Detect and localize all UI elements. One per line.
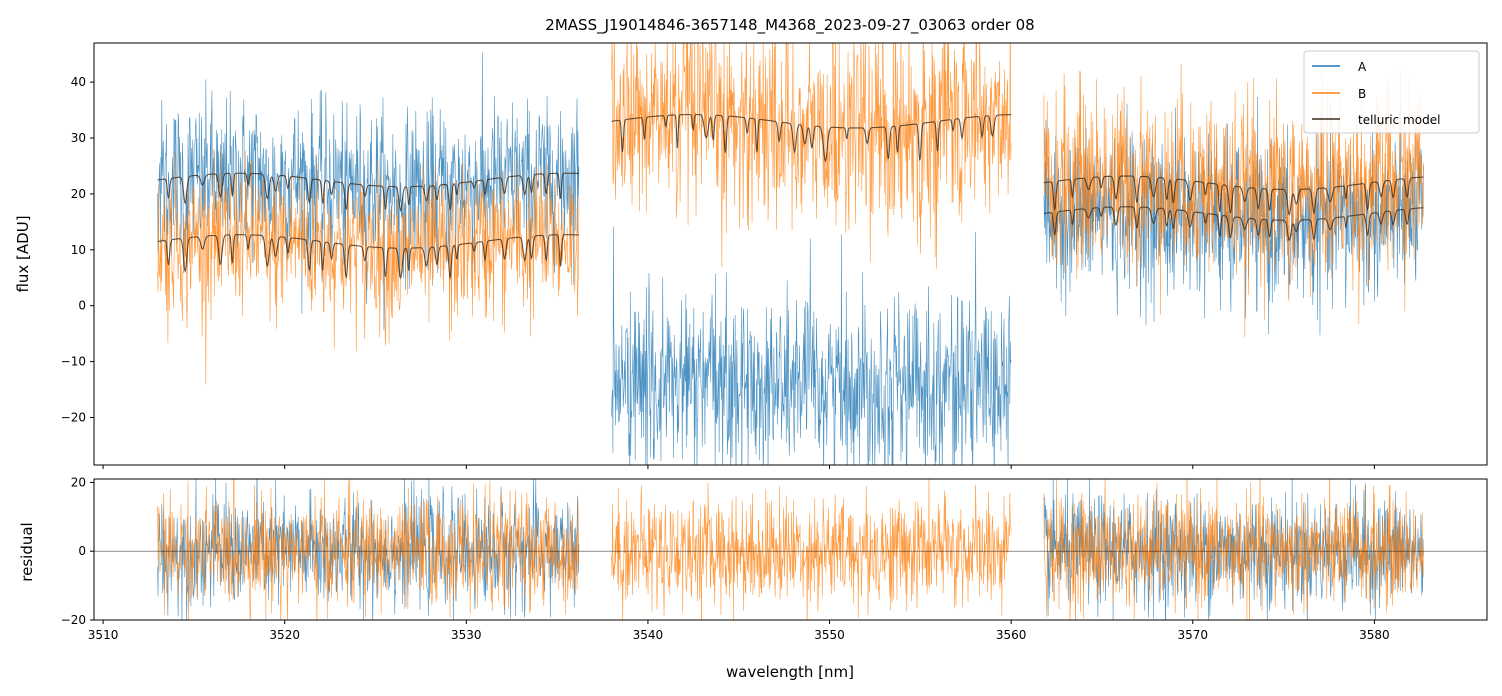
x-tick-label: 3520 — [269, 628, 300, 642]
residual-y-tick-label: −20 — [61, 613, 86, 627]
residual-panel-frame — [93, 478, 1488, 621]
residual-y-tick-label: 20 — [71, 475, 86, 489]
flux-y-tick-label: 40 — [71, 75, 86, 89]
telluric-model-b-segment-3 — [1043, 175, 1424, 216]
flux-x-axis — [102, 465, 1375, 469]
x-tick-label: 3540 — [633, 628, 664, 642]
flux-y-tick-label: −10 — [61, 355, 86, 369]
residual-plot-area — [94, 479, 1487, 620]
legend: A B telluric model — [1303, 50, 1480, 134]
x-tick-label: 3530 — [451, 628, 482, 642]
residual-b-line-segment-3 — [1043, 479, 1424, 620]
legend-label-b: B — [1358, 87, 1366, 101]
residual-b-line-segment-1 — [157, 479, 580, 620]
residual-x-axis: 3510 3520 3530 3540 3550 3560 3570 3580 — [88, 620, 1390, 642]
flux-y-tick-label: 0 — [78, 299, 86, 313]
flux-plot-area — [157, 43, 1424, 465]
legend-label-telluric-model: telluric model — [1358, 113, 1440, 127]
flux-y-tick-label: 30 — [71, 131, 86, 145]
telluric-model-b-segment-1 — [157, 234, 579, 280]
residual-y-axis: −20 0 20 — [61, 475, 94, 627]
flux-panel-frame — [93, 42, 1488, 466]
x-tick-label: 3550 — [814, 628, 845, 642]
x-tick-label: 3510 — [88, 628, 119, 642]
legend-box — [1303, 50, 1480, 134]
telluric-model-a-segment-1 — [157, 172, 579, 212]
residual-b-line-segment-2 — [611, 479, 1012, 620]
series-a-line-segment-2 — [611, 226, 1012, 465]
residual-y-axis-label: residual — [18, 522, 36, 581]
flux-y-tick-label: 10 — [71, 243, 86, 257]
flux-panel: −20 −10 0 10 20 30 40 flux [ADU] A B telluric … — [14, 42, 1488, 469]
x-axis-label: wavelength [nm] — [726, 663, 854, 681]
residual-y-tick-label: 0 — [78, 544, 86, 558]
x-tick-label: 3560 — [996, 628, 1027, 642]
series-b-line-segment-3 — [1043, 64, 1424, 338]
telluric-model-a-segment-3 — [1043, 206, 1424, 242]
flux-y-tick-label: −20 — [61, 410, 86, 424]
series-b-line-segment-1 — [157, 148, 580, 385]
telluric-model-b-segment-2 — [611, 114, 1012, 163]
flux-y-tick-label: 20 — [71, 187, 86, 201]
x-tick-label: 3570 — [1178, 628, 1209, 642]
x-tick-label: 3580 — [1359, 628, 1390, 642]
flux-y-axis-label: flux [ADU] — [14, 215, 32, 292]
chart-title: 2MASS_J19014846-3657148_M4368_2023-09-27… — [545, 16, 1034, 35]
flux-y-axis: −20 −10 0 10 20 30 40 — [61, 75, 94, 424]
series-b-line-segment-2 — [611, 43, 1012, 269]
legend-label-a: A — [1358, 60, 1367, 74]
